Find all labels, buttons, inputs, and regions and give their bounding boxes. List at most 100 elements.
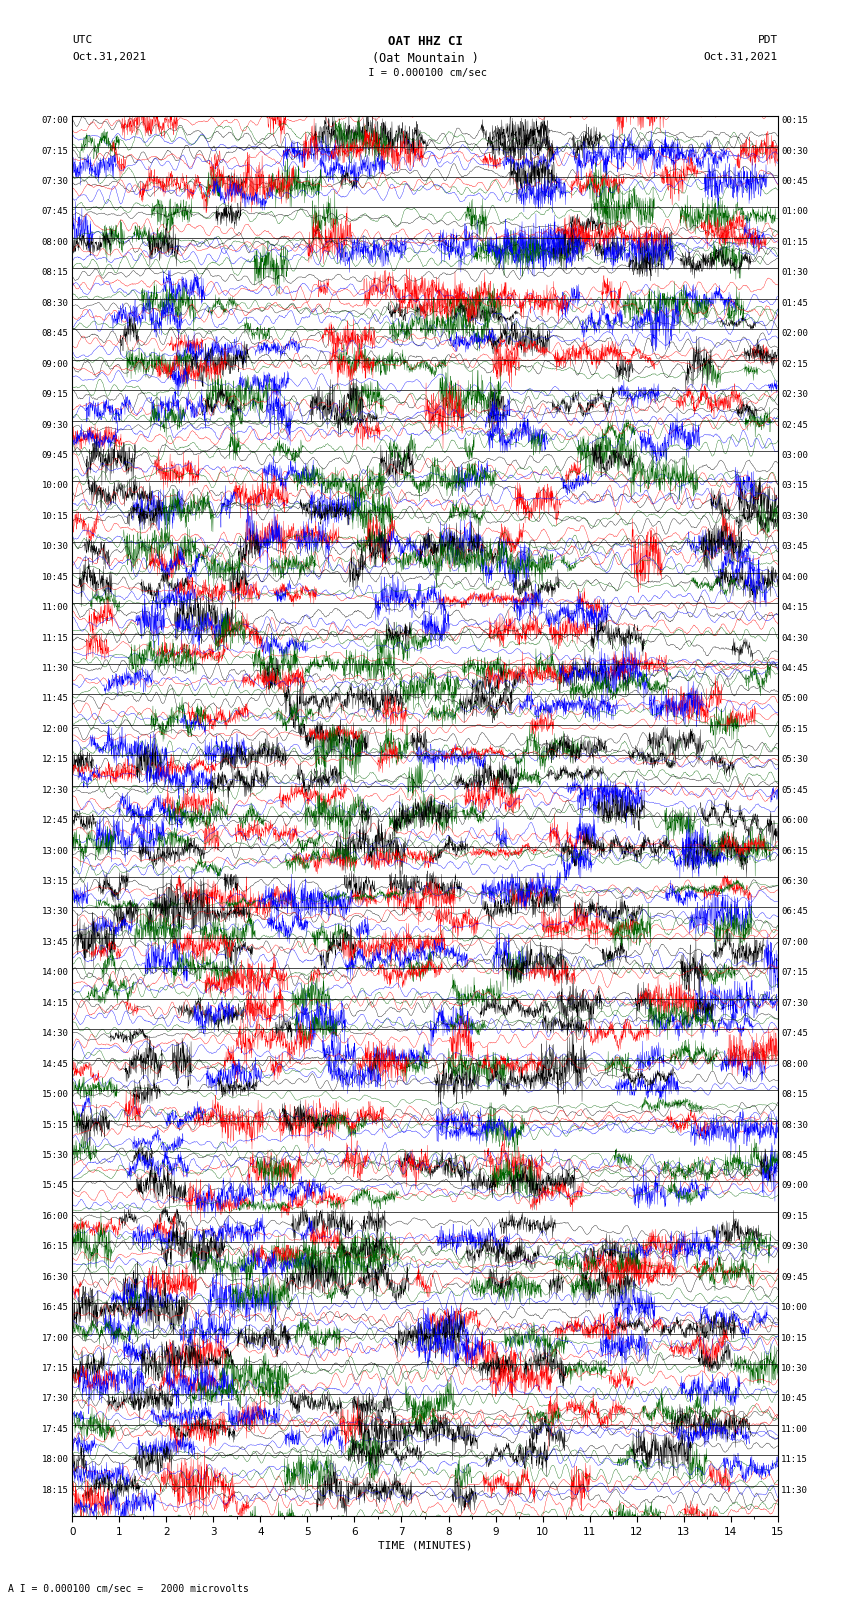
Text: 14:30: 14:30: [42, 1029, 69, 1039]
Text: 06:00: 06:00: [781, 816, 808, 826]
Text: 10:15: 10:15: [42, 511, 69, 521]
Text: 00:30: 00:30: [781, 147, 808, 155]
Text: 02:45: 02:45: [781, 421, 808, 429]
Text: 04:30: 04:30: [781, 634, 808, 642]
Text: 03:00: 03:00: [781, 452, 808, 460]
Text: 13:00: 13:00: [42, 847, 69, 855]
Text: 15:45: 15:45: [42, 1181, 69, 1190]
Text: 11:00: 11:00: [781, 1424, 808, 1434]
Text: (Oat Mountain ): (Oat Mountain ): [371, 52, 479, 65]
Text: 09:45: 09:45: [781, 1273, 808, 1282]
Text: 17:30: 17:30: [42, 1395, 69, 1403]
Text: 08:45: 08:45: [42, 329, 69, 339]
Text: 02:15: 02:15: [781, 360, 808, 369]
Text: 13:15: 13:15: [42, 877, 69, 886]
Text: 11:00: 11:00: [42, 603, 69, 611]
Text: 07:30: 07:30: [781, 998, 808, 1008]
Text: 18:00: 18:00: [42, 1455, 69, 1465]
Text: OAT HHZ CI: OAT HHZ CI: [388, 35, 462, 48]
Text: 03:15: 03:15: [781, 481, 808, 490]
Text: PDT: PDT: [757, 35, 778, 45]
Text: 05:15: 05:15: [781, 724, 808, 734]
Text: 07:15: 07:15: [42, 147, 69, 155]
Text: 11:30: 11:30: [781, 1486, 808, 1495]
Text: Oct.31,2021: Oct.31,2021: [72, 52, 146, 61]
Text: 15:00: 15:00: [42, 1090, 69, 1098]
Text: 09:45: 09:45: [42, 452, 69, 460]
Text: 07:00: 07:00: [42, 116, 69, 126]
Text: 13:30: 13:30: [42, 908, 69, 916]
Text: 16:30: 16:30: [42, 1273, 69, 1282]
Text: 01:45: 01:45: [781, 298, 808, 308]
Text: 18:15: 18:15: [42, 1486, 69, 1495]
Text: 09:15: 09:15: [42, 390, 69, 398]
Text: 10:30: 10:30: [42, 542, 69, 552]
Text: 05:45: 05:45: [781, 786, 808, 795]
Text: 12:15: 12:15: [42, 755, 69, 765]
Text: 17:45: 17:45: [42, 1424, 69, 1434]
Text: 02:30: 02:30: [781, 390, 808, 398]
Text: 07:45: 07:45: [42, 208, 69, 216]
Text: 11:15: 11:15: [42, 634, 69, 642]
Text: 07:00: 07:00: [781, 937, 808, 947]
Text: 06:15: 06:15: [781, 847, 808, 855]
Text: 12:45: 12:45: [42, 816, 69, 826]
Text: 09:15: 09:15: [781, 1211, 808, 1221]
Text: 16:00: 16:00: [42, 1211, 69, 1221]
Text: 01:00: 01:00: [781, 208, 808, 216]
Text: 10:45: 10:45: [781, 1395, 808, 1403]
Text: 03:45: 03:45: [781, 542, 808, 552]
Text: 10:15: 10:15: [781, 1334, 808, 1342]
Text: 04:15: 04:15: [781, 603, 808, 611]
Text: A I = 0.000100 cm/sec =   2000 microvolts: A I = 0.000100 cm/sec = 2000 microvolts: [8, 1584, 249, 1594]
Text: 10:30: 10:30: [781, 1365, 808, 1373]
Text: 01:15: 01:15: [781, 237, 808, 247]
Text: 10:00: 10:00: [781, 1303, 808, 1311]
Text: 03:30: 03:30: [781, 511, 808, 521]
Text: 17:15: 17:15: [42, 1365, 69, 1373]
Text: 06:30: 06:30: [781, 877, 808, 886]
Text: 16:15: 16:15: [42, 1242, 69, 1252]
Text: 14:15: 14:15: [42, 998, 69, 1008]
Text: 07:45: 07:45: [781, 1029, 808, 1039]
Text: 05:00: 05:00: [781, 695, 808, 703]
Text: UTC: UTC: [72, 35, 93, 45]
Text: 08:00: 08:00: [781, 1060, 808, 1069]
Text: 11:45: 11:45: [42, 695, 69, 703]
Text: 07:15: 07:15: [781, 968, 808, 977]
Text: 09:00: 09:00: [781, 1181, 808, 1190]
Text: 09:30: 09:30: [781, 1242, 808, 1252]
Text: 08:15: 08:15: [781, 1090, 808, 1098]
Text: 11:30: 11:30: [42, 665, 69, 673]
X-axis label: TIME (MINUTES): TIME (MINUTES): [377, 1540, 473, 1550]
Text: 05:30: 05:30: [781, 755, 808, 765]
Text: 08:15: 08:15: [42, 268, 69, 277]
Text: 10:45: 10:45: [42, 573, 69, 582]
Text: 06:45: 06:45: [781, 908, 808, 916]
Text: 08:30: 08:30: [781, 1121, 808, 1129]
Text: 01:30: 01:30: [781, 268, 808, 277]
Text: 00:45: 00:45: [781, 177, 808, 185]
Text: 04:00: 04:00: [781, 573, 808, 582]
Text: 10:00: 10:00: [42, 481, 69, 490]
Text: 08:30: 08:30: [42, 298, 69, 308]
Text: 14:45: 14:45: [42, 1060, 69, 1069]
Text: Oct.31,2021: Oct.31,2021: [704, 52, 778, 61]
Text: 13:45: 13:45: [42, 937, 69, 947]
Text: 12:30: 12:30: [42, 786, 69, 795]
Text: 17:00: 17:00: [42, 1334, 69, 1342]
Text: 08:45: 08:45: [781, 1152, 808, 1160]
Text: 08:00: 08:00: [42, 237, 69, 247]
Text: 02:00: 02:00: [781, 329, 808, 339]
Text: I = 0.000100 cm/sec: I = 0.000100 cm/sec: [362, 68, 488, 77]
Text: 09:00: 09:00: [42, 360, 69, 369]
Text: 16:45: 16:45: [42, 1303, 69, 1311]
Text: 09:30: 09:30: [42, 421, 69, 429]
Text: 07:30: 07:30: [42, 177, 69, 185]
Text: 12:00: 12:00: [42, 724, 69, 734]
Text: 11:15: 11:15: [781, 1455, 808, 1465]
Text: 15:30: 15:30: [42, 1152, 69, 1160]
Text: 14:00: 14:00: [42, 968, 69, 977]
Text: 04:45: 04:45: [781, 665, 808, 673]
Text: 00:15: 00:15: [781, 116, 808, 126]
